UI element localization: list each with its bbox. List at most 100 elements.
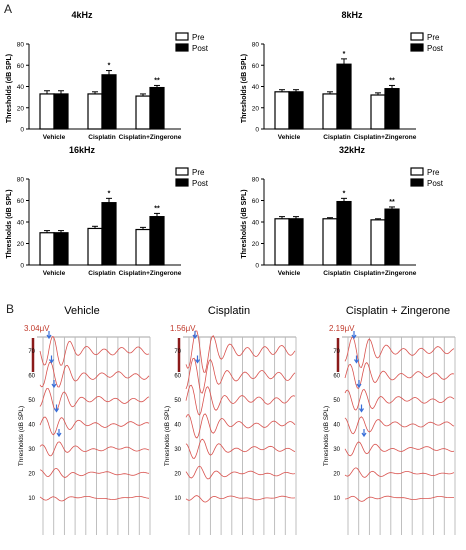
bar-chart-32kHz: 32kHz Thresholds (dB SPL) 0 20 40 60 80 Vehicle… bbox=[241, 145, 444, 277]
y-tick-label: 20 bbox=[252, 241, 260, 248]
abr-trace bbox=[344, 441, 455, 457]
category-label: Cisplatin+Zingerone bbox=[119, 270, 182, 277]
y-tick-label: 60 bbox=[17, 63, 25, 70]
legend-swatch-post bbox=[175, 43, 189, 52]
chart-title: 4kHz bbox=[71, 10, 93, 20]
y-axis-label: Thresholds (dB SPL) bbox=[241, 54, 248, 123]
abr-trace bbox=[344, 495, 454, 502]
legend-label: Pre bbox=[427, 168, 440, 177]
bar-pre bbox=[87, 227, 103, 266]
level-label: 30 bbox=[333, 447, 340, 453]
bar-chart-16kHz: 16kHz Thresholds (dB SPL) 0 20 40 60 80 Vehicle… bbox=[6, 145, 209, 277]
abr-y-axis-label: Thresholds (dB SPL) bbox=[323, 406, 330, 466]
legend-swatch-pre bbox=[410, 167, 424, 176]
abr-trace bbox=[344, 416, 455, 435]
legend-label: Post bbox=[427, 44, 444, 53]
category-label: Vehicle bbox=[43, 134, 66, 141]
y-tick-label: 40 bbox=[252, 84, 260, 91]
abr-trace bbox=[185, 413, 296, 439]
abr-panel-title: Vehicle bbox=[64, 305, 99, 317]
significance-marker: * bbox=[108, 190, 111, 197]
peak-arrow-head bbox=[356, 383, 362, 389]
significance-marker: ** bbox=[154, 77, 160, 84]
bar-post bbox=[288, 218, 304, 266]
chart-title: 32kHz bbox=[339, 145, 366, 155]
abr-trace bbox=[39, 467, 150, 478]
y-tick-label: 40 bbox=[252, 220, 260, 227]
abr-y-axis-label: Thresholds (dB SPL) bbox=[164, 406, 171, 466]
y-tick-label: 20 bbox=[252, 105, 260, 112]
significance-marker: * bbox=[343, 190, 346, 197]
bar-pre bbox=[274, 218, 290, 266]
abr-trace bbox=[344, 388, 455, 411]
y-axis-label: Thresholds (dB SPL) bbox=[241, 189, 248, 258]
abr-panel-title: Cisplatin bbox=[208, 305, 250, 317]
y-axis-label: Thresholds (dB SPL) bbox=[6, 54, 13, 123]
peak-arrow-head bbox=[359, 408, 364, 413]
abr-trace bbox=[39, 336, 150, 366]
y-tick-label: 80 bbox=[17, 177, 25, 184]
y-tick-label: 60 bbox=[252, 198, 260, 205]
level-label: 40 bbox=[28, 423, 35, 429]
abr-trace bbox=[344, 337, 455, 369]
abr-trace bbox=[344, 362, 455, 389]
level-label: 10 bbox=[174, 496, 181, 502]
chart-title: 16kHz bbox=[69, 145, 96, 155]
level-label: 50 bbox=[28, 398, 35, 404]
level-label: 60 bbox=[28, 374, 35, 380]
peak-arrow-head bbox=[54, 408, 59, 413]
abr-trace bbox=[185, 330, 296, 373]
panel-a-label: A bbox=[4, 2, 13, 16]
legend-swatch-post bbox=[175, 178, 189, 187]
y-tick-label: 60 bbox=[17, 198, 25, 205]
panel-b-label: B bbox=[6, 302, 15, 316]
bar-pre bbox=[274, 91, 290, 130]
legend-label: Post bbox=[192, 44, 209, 53]
abr-panel-1: Vehicle Thresholds (dB SPL) 3.04μV 70 60 50 40… bbox=[18, 305, 151, 535]
level-label: 50 bbox=[333, 398, 340, 404]
y-tick-label: 20 bbox=[17, 105, 25, 112]
peak-arrow-head bbox=[51, 383, 57, 389]
level-label: 10 bbox=[28, 496, 35, 502]
abr-trace bbox=[39, 496, 150, 502]
bar-pre bbox=[322, 218, 338, 266]
peak-arrow-head bbox=[195, 359, 200, 364]
significance-marker: ** bbox=[389, 199, 395, 206]
abr-trace bbox=[39, 388, 150, 412]
abr-panel-2: Cisplatin Thresholds (dB SPL) 1.56μV 70 60 50… bbox=[164, 305, 297, 535]
significance-marker: ** bbox=[154, 205, 160, 212]
bar-pre bbox=[135, 95, 151, 130]
legend-label: Pre bbox=[192, 33, 205, 42]
y-tick-label: 0 bbox=[255, 127, 259, 134]
legend-swatch-pre bbox=[175, 167, 189, 176]
significance-marker: * bbox=[343, 51, 346, 58]
category-label: Cisplatin bbox=[88, 134, 115, 141]
bar-pre bbox=[39, 93, 55, 130]
abr-trace bbox=[185, 357, 296, 394]
abr-panel-3: Cisplatin + Zingerone Thresholds (dB SPL)… bbox=[323, 305, 456, 535]
abr-panel-title: Cisplatin + Zingerone bbox=[346, 305, 450, 317]
legend-swatch-post bbox=[410, 43, 424, 52]
bar-post bbox=[384, 208, 400, 266]
bar-pre bbox=[87, 93, 103, 130]
level-label: 30 bbox=[174, 447, 181, 453]
legend-label: Pre bbox=[427, 33, 440, 42]
abr-trace bbox=[185, 438, 296, 459]
peak-arrow-head bbox=[46, 334, 52, 340]
bar-pre bbox=[135, 228, 151, 266]
bar-pre bbox=[39, 232, 55, 266]
bar-chart-8kHz: 8kHz Thresholds (dB SPL) 0 20 40 60 80 Vehicle *… bbox=[241, 10, 444, 141]
y-tick-label: 0 bbox=[20, 263, 24, 270]
abr-trace bbox=[39, 441, 150, 457]
bar-pre bbox=[322, 93, 338, 130]
category-label: Cisplatin+Zingerone bbox=[354, 134, 417, 141]
bar-post bbox=[149, 216, 165, 266]
y-tick-label: 0 bbox=[20, 127, 24, 134]
bar-pre bbox=[370, 94, 386, 130]
abr-trace bbox=[185, 495, 296, 503]
category-label: Vehicle bbox=[278, 134, 301, 141]
bar-post bbox=[101, 202, 117, 266]
legend-swatch-pre bbox=[175, 32, 189, 41]
y-tick-label: 40 bbox=[17, 84, 25, 91]
